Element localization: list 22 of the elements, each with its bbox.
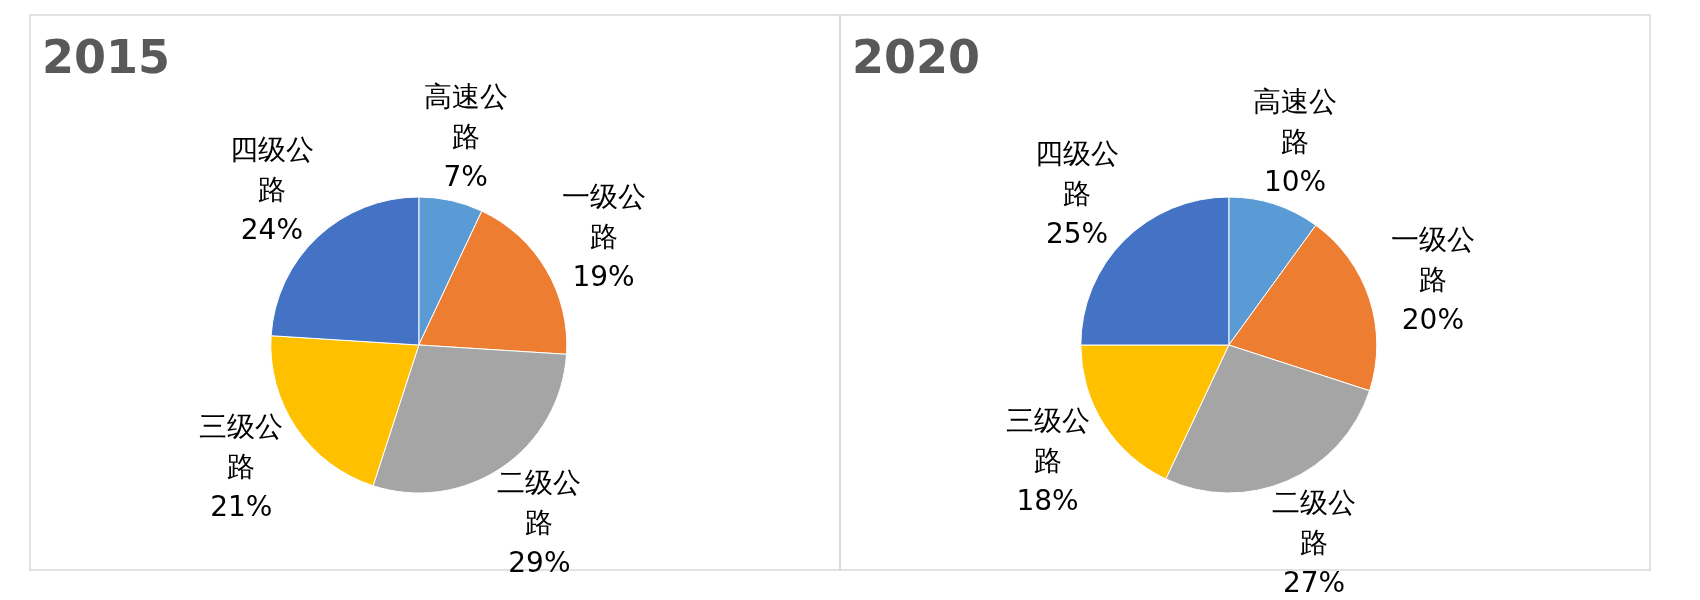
slice-label: 高速公路 [423, 79, 508, 153]
slice-label: 一级公路 [561, 179, 646, 253]
slice-label: 三级公路 [199, 409, 284, 483]
data-label: 29% [508, 546, 571, 580]
slice-label: 四级公路 [1035, 137, 1120, 211]
data-label: 21% [210, 489, 273, 523]
data-label: 19% [572, 259, 635, 293]
slice-label: 三级公路 [1005, 403, 1090, 477]
data-label: 25% [1045, 217, 1109, 251]
slice-label: 高速公路 [1253, 84, 1338, 158]
slice-label: 四级公路 [229, 132, 314, 206]
slice-label: 一级公路 [1390, 222, 1475, 296]
data-label: 27% [1282, 565, 1346, 599]
data-label: 10% [1264, 164, 1327, 198]
slice-label: 二级公路 [497, 466, 582, 540]
slice-label: 二级公路 [1272, 485, 1357, 559]
chart-title: 2015 [42, 30, 171, 84]
data-label: 20% [1401, 302, 1465, 336]
data-label: 18% [1016, 483, 1079, 517]
data-label: 7% [443, 159, 488, 193]
chart-title: 2020 [852, 30, 981, 84]
data-label: 24% [240, 212, 304, 246]
